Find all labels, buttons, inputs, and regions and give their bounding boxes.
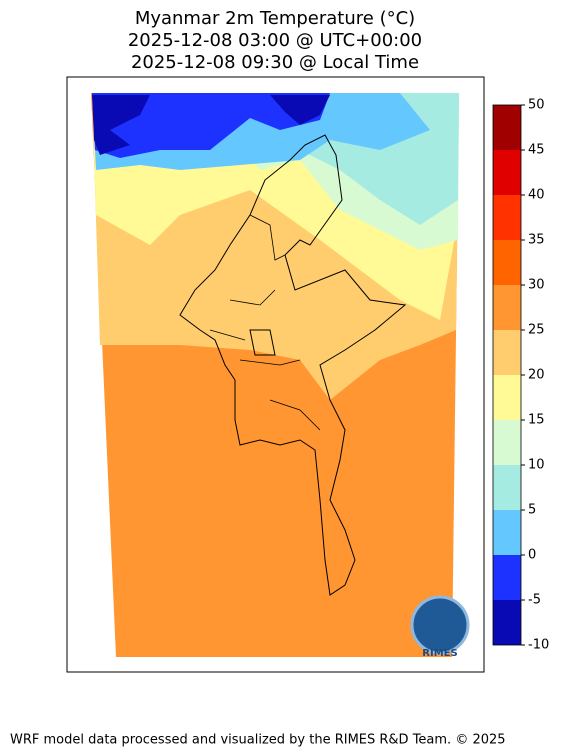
field-region [92, 93, 330, 158]
colorbar-band [493, 240, 521, 285]
colorbar-tick-label: 5 [528, 503, 536, 518]
colorbar-tick-label: 50 [528, 98, 545, 113]
colorbar-tick-label: 45 [528, 143, 545, 158]
colorbar-band [493, 330, 521, 375]
field-region [270, 95, 330, 125]
colorbar-tick-label: -5 [528, 593, 541, 608]
colorbar-band [493, 375, 521, 420]
colorbar-tick-label: 30 [528, 278, 545, 293]
logo: RIMES [410, 595, 470, 659]
title-line: Myanmar 2m Temperature (°C) [135, 8, 415, 29]
colorbar-band [493, 105, 521, 150]
logo-circle [410, 595, 470, 655]
colorbar-band [493, 465, 521, 510]
field-region [92, 95, 150, 155]
colorbar-band [493, 510, 521, 555]
footer: WRF model data processed and visualized … [10, 733, 506, 748]
colorbar-band [493, 555, 521, 600]
colorbar-tick-label: -10 [528, 638, 549, 653]
colorbar-band [493, 195, 521, 240]
colorbar-tick-label: 0 [528, 548, 536, 563]
colorbar-tick-label: 35 [528, 233, 545, 248]
colorbar-band [493, 285, 521, 330]
colorbar-tick-label: 25 [528, 323, 545, 338]
temperature-field [91, 93, 459, 657]
country-boundary [179, 134, 407, 596]
colorbar-band [493, 150, 521, 195]
colorbar-band [493, 420, 521, 465]
title-line: 2025-12-08 09:30 @ Local Time [131, 52, 419, 73]
colorbar-tick-label: 10 [528, 458, 545, 473]
title-line: 2025-12-08 03:00 @ UTC+00:00 [128, 30, 422, 51]
colorbar-band [493, 600, 521, 645]
colorbar-tick-label: 15 [528, 413, 545, 428]
logo-text: RIMES [422, 648, 457, 659]
region-boundary [209, 214, 321, 431]
colorbar-tick-label: 20 [528, 368, 545, 383]
colorbar-tick-label: 40 [528, 188, 545, 203]
colorbar: -10 -5 0 5 10 15 20 25 30 35 40 45 50 [492, 98, 549, 653]
